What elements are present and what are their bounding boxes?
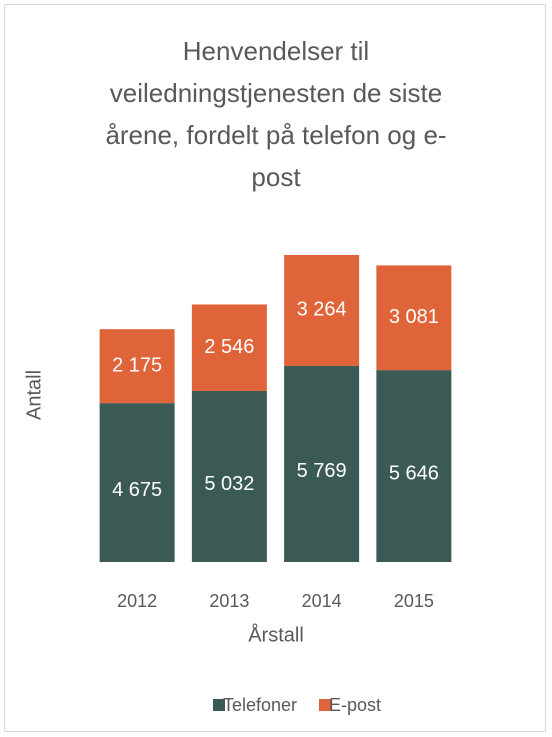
data-label: 5 032: [204, 473, 254, 495]
data-label: 2 175: [112, 354, 162, 376]
x-tick-label: 2014: [302, 591, 342, 611]
x-tick-label: 2012: [117, 591, 157, 611]
chart-frame: [4, 4, 546, 732]
bar: [191, 304, 267, 391]
bar: [99, 403, 175, 562]
data-label: 5 769: [297, 460, 347, 482]
bar: [376, 370, 452, 562]
chart-title: Henvendelser til veiledningstjenesten de…: [105, 36, 447, 192]
legend-swatch: [319, 699, 331, 711]
legend-swatch: [213, 699, 225, 711]
bar: [284, 255, 360, 366]
bar: [191, 390, 267, 562]
data-label: 3 264: [297, 299, 347, 321]
legend-label: E-post: [329, 695, 381, 715]
x-tick-label: 2013: [209, 591, 249, 611]
x-tick-label: 2015: [394, 591, 434, 611]
bar: [99, 329, 175, 404]
legend-label: Telefoner: [223, 695, 297, 715]
data-label: 2 546: [204, 336, 254, 358]
data-label: 5 646: [389, 462, 439, 484]
bar: [284, 365, 360, 562]
data-label: 3 081: [389, 306, 439, 328]
bar: [376, 265, 452, 371]
y-axis-label: Antall: [23, 370, 45, 420]
x-axis-label: Årstall: [248, 623, 304, 646]
data-label: 4 675: [112, 479, 162, 501]
